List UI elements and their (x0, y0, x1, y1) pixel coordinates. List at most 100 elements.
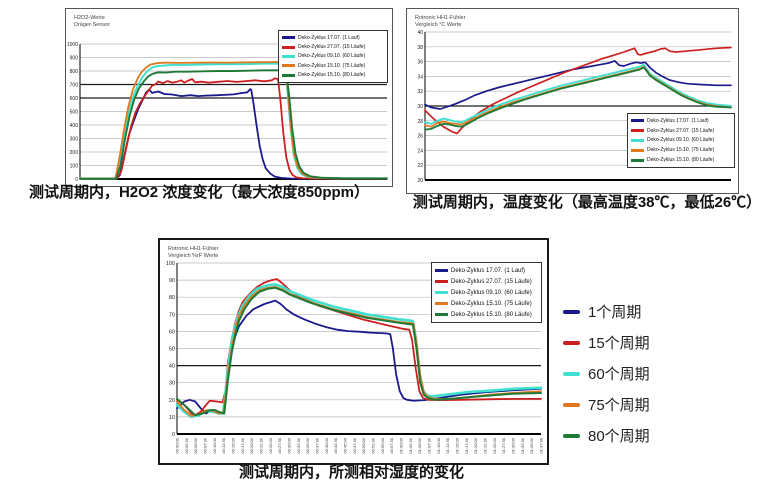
y-tick-label: 70 (169, 312, 175, 318)
y-tick-label: 50 (169, 347, 175, 353)
x-tick-label: 00:42:30 (333, 437, 338, 453)
cycle-legend-item: 1个周期 (563, 301, 650, 322)
legend-swatch (435, 280, 448, 283)
legend-swatch (435, 313, 448, 316)
x-tick-label: 00:45:00 (343, 437, 348, 453)
x-tick-label: 00:27:30 (277, 437, 282, 453)
temperature-chart-panel: 20 22 24 26 28 30 32 34 36 38 40 Rotronic HH1-Fühle… (406, 8, 739, 194)
x-tick-label: 00:50:00 (361, 437, 366, 453)
chart-subtitle: Vergleich %rF Werte (168, 253, 218, 259)
y-tick-label: 0 (172, 432, 175, 438)
x-tick-label: 00:55:00 (380, 437, 385, 453)
y-tick-label: 1000 (67, 42, 78, 48)
legend-swatch (631, 138, 644, 142)
temperature-plot: 20 22 24 26 28 30 32 34 36 38 40 Rotronic HH1-Fühle… (415, 15, 732, 184)
x-tick-label: 00:00:00 (175, 437, 180, 453)
cycle-legend-label: 75个周期 (588, 397, 650, 414)
x-tick-label: 01:17:30 (464, 437, 469, 453)
y-tick-label: 34 (417, 74, 423, 80)
legend-entry: Deko-Zyklus 15.10. (80 Läufe) (435, 312, 538, 318)
h2o2-plot: 0 100 200 300 400 500 600 700 800 900 1000 H2O2-Wer… (67, 15, 388, 183)
y-tick-label: 26 (417, 134, 423, 140)
y-tick-label: 10 (169, 415, 175, 421)
x-tick-label: 01:12:30 (445, 437, 450, 453)
x-tick-label: 00:40:00 (324, 437, 329, 453)
y-tick-label: 38 (417, 45, 423, 51)
x-tick-label: 01:15:00 (455, 437, 460, 453)
y-tick-label: 500 (70, 110, 79, 116)
legend-entry: Deko-Zyklus 27.07. (15 Läufe) (435, 279, 538, 285)
legend-entry: Deko-Zyklus 15.10. (80 Läufe) (282, 72, 384, 78)
h2o2-legend: Deko-Zyklus 17.07. (1 Lauf) Deko-Zyklus 2… (278, 30, 388, 83)
x-tick-label: 01:25:00 (492, 437, 497, 453)
cycle-legend-label: 80个周期 (588, 428, 650, 445)
x-tick-label: 01:20:00 (473, 437, 478, 453)
humidity-caption: 测试周期内，所测相对湿度的变化 (238, 464, 464, 481)
legend-label: Deko-Zyklus 27.07. (15 Läufe) (647, 127, 715, 134)
y-tick-label: 0 (75, 177, 78, 183)
temperature-caption: 测试周期内，温度变化（最高温度38℃，最低26℃） (412, 194, 762, 211)
chart-title: Rotronic HH1-Fühler (415, 15, 466, 21)
legend-label: Deko-Zyklus 17.07. (1 Lauf) (451, 267, 526, 274)
cycle-legend-item: 60个周期 (563, 363, 650, 384)
legend-swatch (631, 119, 644, 123)
y-tick-label: 700 (70, 83, 79, 89)
y-tick-label: 22 (417, 163, 423, 169)
legend-entry: Deko-Zyklus 27.07. (15 Läufe) (282, 44, 384, 50)
legend-swatch (282, 45, 295, 49)
y-tick-label: 900 (70, 56, 79, 62)
y-tick-label: 600 (70, 96, 79, 102)
series-line (79, 68, 388, 180)
x-tick-label: 01:10:00 (436, 437, 441, 453)
legend-label: Deko-Zyklus 15.10. (75 Läufe) (647, 147, 715, 154)
x-tick-label: 01:22:30 (483, 437, 488, 453)
cycle-legend-item: 15个周期 (563, 332, 650, 353)
humidity-plot: 0 10 20 30 40 50 60 70 80 90 100 00:00:00 00:02:30 00… (166, 246, 544, 454)
cycle-legend-label: 15个周期 (588, 335, 650, 352)
legend-entry: Deko-Zyklus 15.10. (75 Läufe) (631, 147, 731, 153)
y-tick-label: 40 (417, 30, 423, 36)
legend-label: Deko-Zyklus 09.10. (60 Läufe) (298, 53, 366, 60)
y-tick-label: 20 (417, 178, 423, 184)
cycle-legend-dash (563, 433, 580, 438)
chart-title: H2O2-Werte (74, 15, 105, 21)
chart-subtitle: Vergleich °C Werte (415, 22, 461, 28)
legend-swatch (435, 291, 448, 294)
legend-swatch (435, 269, 448, 272)
y-tick-label: 60 (169, 329, 175, 335)
legend-entry: Deko-Zyklus 09.10. (60 Läufe) (435, 290, 538, 296)
x-tick-label: 00:47:30 (352, 437, 357, 453)
x-tick-label: 00:05:00 (193, 437, 198, 453)
x-tick-label: 00:02:30 (184, 437, 189, 453)
legend-entry: Deko-Zyklus 17.07. (1 Lauf) (631, 118, 731, 124)
legend-entry: Deko-Zyklus 09.10. (60 Läufe) (282, 53, 384, 59)
x-tick-label: 00:37:30 (315, 437, 320, 453)
legend-label: Deko-Zyklus 09.10. (60 Läufe) (451, 289, 532, 296)
legend-entry: Deko-Zyklus 17.07. (1 Lauf) (282, 35, 384, 41)
legend-swatch (282, 36, 295, 40)
cycle-legend-dash (563, 340, 580, 345)
h2o2-caption: 测试周期内，H2O2 浓度变化（最大浓度850ppm） (28, 184, 370, 201)
y-tick-label: 400 (70, 123, 79, 129)
series-line (79, 77, 388, 180)
series-line (424, 60, 732, 110)
cycle-legend-item: 80个周期 (563, 425, 650, 446)
legend-label: Deko-Zyklus 27.07. (15 Läufe) (298, 44, 366, 51)
x-tick-label: 00:12:30 (221, 437, 226, 453)
x-tick-label: 00:17:30 (240, 437, 245, 453)
legend-label: Deko-Zyklus 15.10. (80 Läufe) (451, 311, 532, 318)
series-line (424, 66, 732, 131)
y-tick-label: 20 (169, 398, 175, 404)
series-line (79, 60, 388, 180)
legend-swatch (631, 129, 644, 133)
humidity-chart-panel: 0 10 20 30 40 50 60 70 80 90 100 00:00:00 00:02:30 00… (158, 238, 549, 465)
y-tick-label: 24 (417, 148, 423, 154)
chart-subtitle: Dräger-Sensor (74, 22, 110, 28)
y-tick-label: 80 (169, 295, 175, 301)
series-line (79, 62, 388, 180)
humidity-legend: Deko-Zyklus 17.07. (1 Lauf) Deko-Zyklus 2… (431, 262, 542, 323)
legend-swatch (282, 64, 295, 68)
cycle-legend-label: 60个周期 (588, 366, 650, 383)
y-tick-label: 90 (169, 278, 175, 284)
cycle-legend-label: 1个周期 (588, 304, 642, 321)
